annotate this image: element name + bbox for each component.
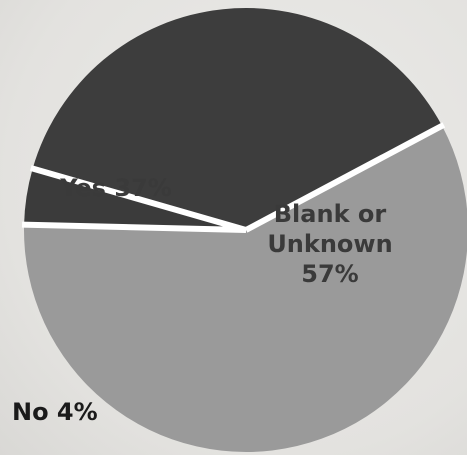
slice-separator	[21, 221, 247, 233]
pie-labels: Blank or Unknown 57% No 4% Yes 37%	[12, 174, 393, 426]
slice-separator	[244, 122, 446, 233]
pie-label-line: Unknown	[267, 230, 392, 258]
pie-slice-yes-37	[32, 7, 443, 231]
pie-label-line: Blank or	[274, 200, 387, 228]
pie-label-line: No 4%	[12, 398, 98, 426]
pie-label-line: Yes 37%	[59, 174, 172, 202]
pie-label-blank-or: Blank or Unknown 57%	[267, 200, 392, 288]
pie-label-line: 57%	[301, 260, 358, 288]
slice-separator	[29, 165, 247, 233]
pie-slices	[21, 7, 467, 452]
pie-slice-blank-or	[24, 125, 467, 452]
pie-label-no-4: No 4%	[12, 398, 98, 426]
pie-label-yes-37: Yes 37%	[59, 174, 172, 202]
